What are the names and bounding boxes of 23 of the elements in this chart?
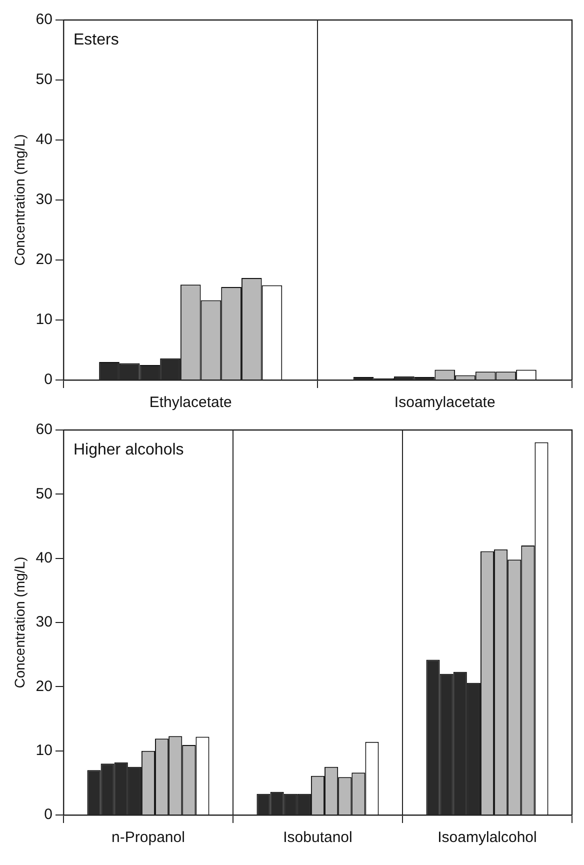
y-tick-label: 0 xyxy=(44,806,52,824)
x-tick-label: Isoamylalcohol xyxy=(438,829,537,846)
y-axis-title: Concentration (mg/L) xyxy=(11,134,28,266)
x-tick-label: Isoamylacetate xyxy=(394,394,496,412)
y-tick-label: 50 xyxy=(36,485,52,502)
y-tick-label: 20 xyxy=(36,251,52,268)
y-tick-label: 60 xyxy=(36,421,52,438)
y-tick-label: 60 xyxy=(36,11,52,28)
y-tick-label: 10 xyxy=(36,311,52,328)
y-tick-label: 50 xyxy=(36,71,52,88)
y-tick-label: 40 xyxy=(36,131,52,148)
text: Esters xyxy=(73,31,119,48)
y-tick-label: 30 xyxy=(36,614,52,631)
y-tick-label: 30 xyxy=(36,191,52,208)
y-tick-label: 0 xyxy=(44,371,52,388)
y-tick-label: 40 xyxy=(36,549,52,566)
y-axis-title: Concentration (mg/L) xyxy=(11,556,28,688)
x-tick-label: Isobutanol xyxy=(283,829,352,846)
text: Higher alcohols xyxy=(73,441,184,458)
y-tick-label: 20 xyxy=(36,678,52,695)
x-tick-label: Ethylacetate xyxy=(149,394,232,412)
x-tick-label: n-Propanol xyxy=(112,829,185,846)
y-tick-label: 10 xyxy=(36,742,52,759)
